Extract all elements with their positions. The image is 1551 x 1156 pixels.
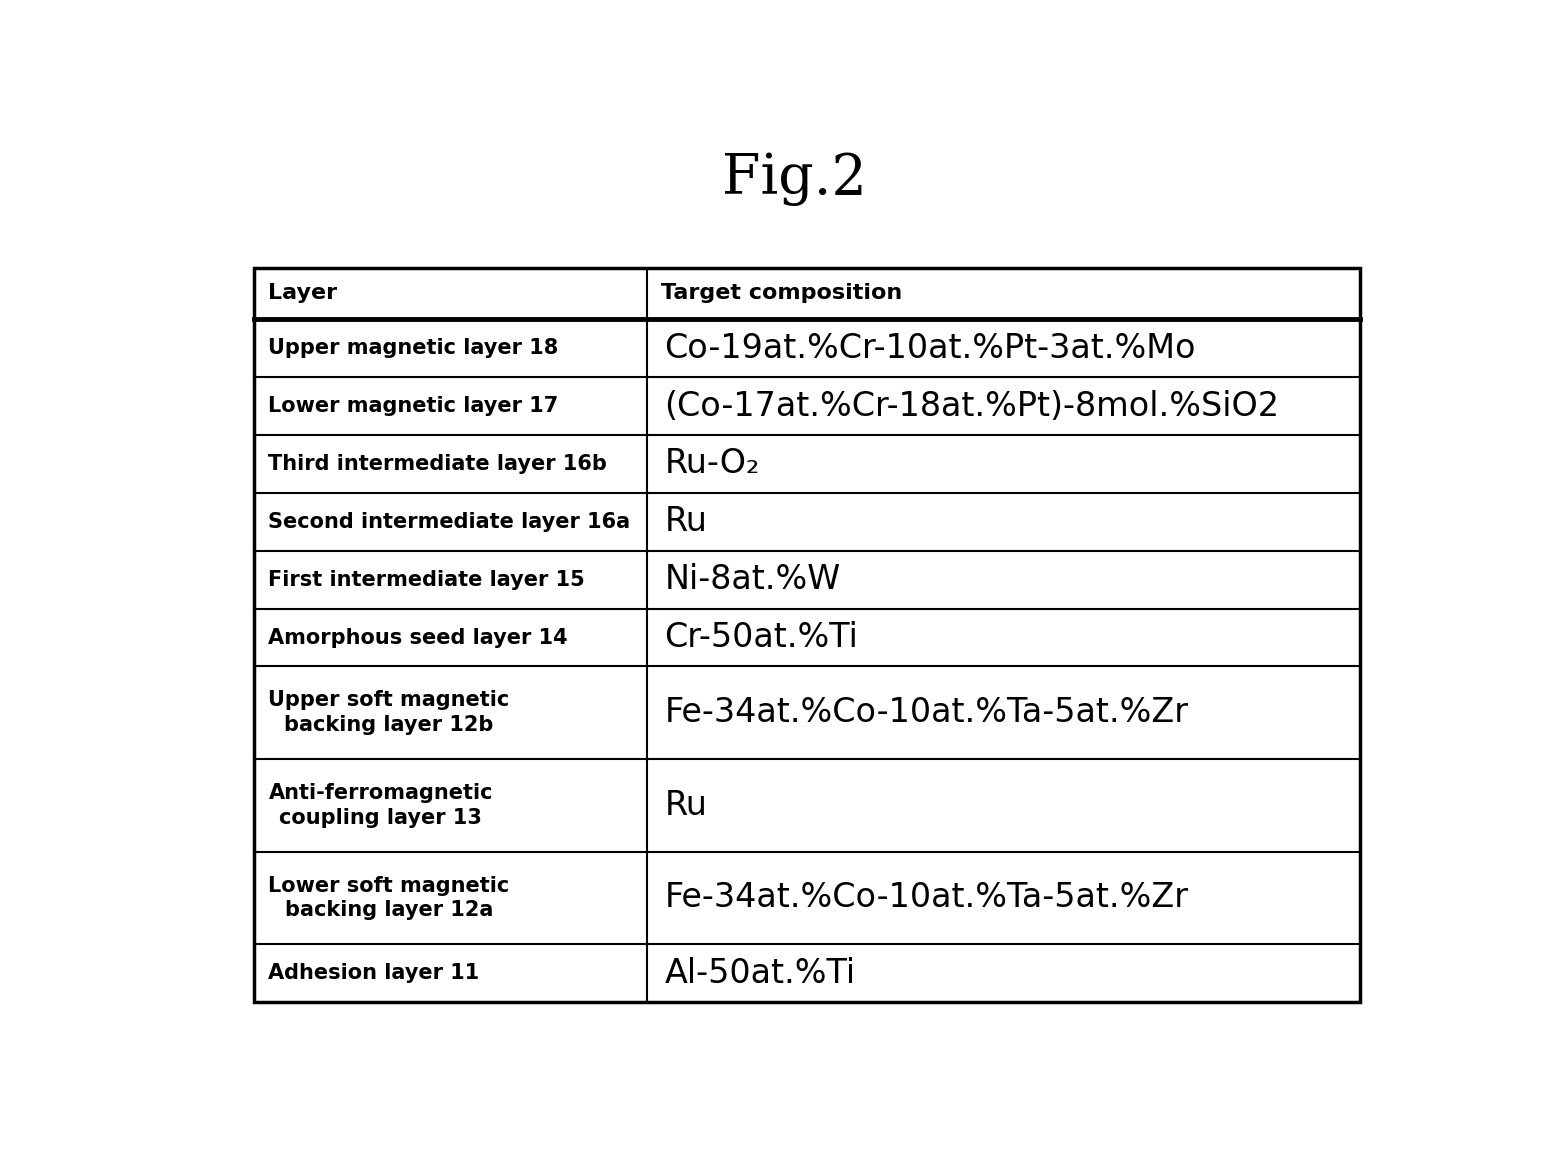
Text: Target composition: Target composition (661, 283, 903, 304)
Text: Co-19at.%Cr-10at.%Pt-3at.%Mo: Co-19at.%Cr-10at.%Pt-3at.%Mo (664, 332, 1196, 364)
Text: (Co-17at.%Cr-18at.%Pt)-8mol.%SiO2: (Co-17at.%Cr-18at.%Pt)-8mol.%SiO2 (664, 390, 1280, 422)
Text: Anti-ferromagnetic
coupling layer 13: Anti-ferromagnetic coupling layer 13 (268, 783, 493, 828)
Text: Second intermediate layer 16a: Second intermediate layer 16a (268, 512, 631, 532)
Text: Ru: Ru (664, 788, 707, 822)
Text: Third intermediate layer 16b: Third intermediate layer 16b (268, 454, 608, 474)
Text: Upper soft magnetic
backing layer 12b: Upper soft magnetic backing layer 12b (268, 690, 510, 735)
Text: Lower magnetic layer 17: Lower magnetic layer 17 (268, 397, 558, 416)
Bar (254, 268, 1360, 1002)
Text: Al-50at.%Ti: Al-50at.%Ti (664, 957, 856, 990)
Text: Fe-34at.%Co-10at.%Ta-5at.%Zr: Fe-34at.%Co-10at.%Ta-5at.%Zr (664, 696, 1188, 729)
Text: Fe-34at.%Co-10at.%Ta-5at.%Zr: Fe-34at.%Co-10at.%Ta-5at.%Zr (664, 882, 1188, 914)
Text: Amorphous seed layer 14: Amorphous seed layer 14 (268, 628, 568, 647)
Text: First intermediate layer 15: First intermediate layer 15 (268, 570, 585, 590)
Text: Layer: Layer (268, 283, 338, 304)
Text: Adhesion layer 11: Adhesion layer 11 (268, 963, 479, 984)
Text: Lower soft magnetic
backing layer 12a: Lower soft magnetic backing layer 12a (268, 875, 510, 920)
Text: Fig.2: Fig.2 (723, 151, 867, 206)
Text: Upper magnetic layer 18: Upper magnetic layer 18 (268, 339, 558, 358)
Text: Ru: Ru (664, 505, 707, 539)
Text: Ni-8at.%W: Ni-8at.%W (664, 563, 841, 596)
Text: Ru-O₂: Ru-O₂ (664, 447, 760, 481)
Text: Cr-50at.%Ti: Cr-50at.%Ti (664, 621, 858, 654)
